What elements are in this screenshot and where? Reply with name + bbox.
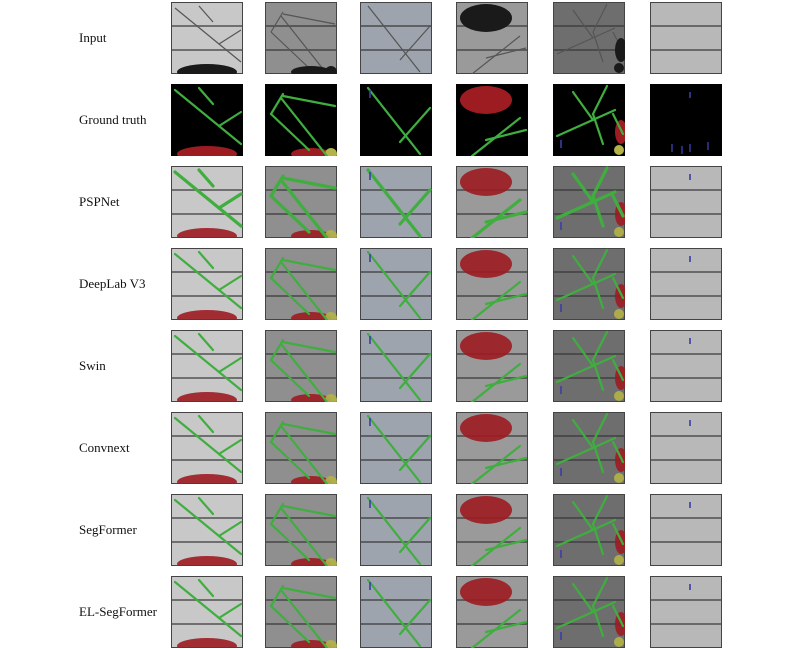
- prediction-image: [456, 412, 528, 484]
- prediction-image: [456, 166, 528, 238]
- prediction-image: [553, 330, 625, 402]
- prediction-image: [650, 412, 722, 484]
- input-image: [265, 2, 337, 74]
- prediction-image: [650, 494, 722, 566]
- prediction-image: [171, 248, 243, 320]
- prediction-image: [360, 248, 432, 320]
- prediction-image: [360, 412, 432, 484]
- ground-truth-image: [360, 84, 432, 156]
- prediction-image: [265, 248, 337, 320]
- row-label: Convnext: [79, 440, 130, 455]
- prediction-image: [360, 330, 432, 402]
- ground-truth-image: [553, 84, 625, 156]
- prediction-image: [456, 576, 528, 648]
- row-label: SegFormer: [79, 522, 137, 537]
- prediction-image: [171, 494, 243, 566]
- row-label: Ground truth: [79, 112, 147, 127]
- prediction-image: [553, 494, 625, 566]
- input-image: [456, 2, 528, 74]
- prediction-image: [171, 412, 243, 484]
- prediction-image: [456, 494, 528, 566]
- prediction-image: [360, 166, 432, 238]
- row-label: Swin: [79, 358, 106, 373]
- prediction-image: [553, 576, 625, 648]
- row-label: PSPNet: [79, 194, 120, 209]
- prediction-image: [265, 330, 337, 402]
- input-image: [360, 2, 432, 74]
- prediction-image: [553, 166, 625, 238]
- prediction-image: [650, 576, 722, 648]
- input-image: [553, 2, 625, 74]
- ground-truth-image: [171, 84, 243, 156]
- prediction-image: [265, 166, 337, 238]
- prediction-image: [171, 166, 243, 238]
- prediction-image: [265, 412, 337, 484]
- prediction-image: [456, 330, 528, 402]
- prediction-image: [650, 248, 722, 320]
- row-label: EL-SegFormer: [79, 604, 157, 619]
- prediction-image: [456, 248, 528, 320]
- prediction-image: [171, 330, 243, 402]
- prediction-image: [360, 576, 432, 648]
- prediction-image: [650, 330, 722, 402]
- row-label: DeepLab V3: [79, 276, 146, 291]
- prediction-image: [171, 576, 243, 648]
- prediction-image: [553, 412, 625, 484]
- row-label: Input: [79, 30, 107, 45]
- prediction-image: [650, 166, 722, 238]
- prediction-image: [265, 494, 337, 566]
- input-image: [171, 2, 243, 74]
- prediction-image: [265, 576, 337, 648]
- ground-truth-image: [456, 84, 528, 156]
- input-image: [650, 2, 722, 74]
- prediction-image: [553, 248, 625, 320]
- prediction-image: [360, 494, 432, 566]
- ground-truth-image: [265, 84, 337, 156]
- ground-truth-image: [650, 84, 722, 156]
